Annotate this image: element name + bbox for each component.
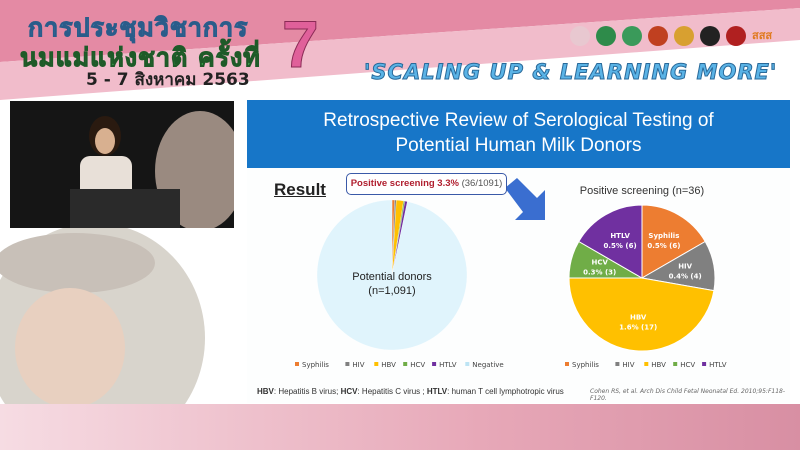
citation: Cohen RS, et al. Arch Dis Child Fetal Ne… — [590, 388, 786, 402]
legend-entry: HIV — [622, 361, 634, 369]
slice-label: HIV — [678, 262, 692, 270]
slice-value-label: 0.5% (6) — [647, 242, 680, 250]
speaker-video — [10, 101, 234, 228]
legend-swatch — [565, 362, 569, 366]
legend-swatch — [465, 362, 470, 366]
legend-entry: HCV — [680, 361, 695, 369]
slice-value-label: 1.6% (17) — [619, 324, 657, 332]
arrow-icon — [505, 178, 545, 220]
legend-entry: HTLV — [439, 361, 457, 369]
pie-slice-htlv — [578, 204, 643, 279]
fn-htlv-desc: : human T cell lymphotropic virus — [447, 387, 564, 396]
callout-count: (36/1091) — [461, 178, 503, 189]
slice-label: HBV — [630, 314, 647, 322]
legend-entry: HBV — [651, 361, 666, 369]
pie-slice-hbv — [568, 277, 715, 352]
conference-date: 5 - 7 สิงหาคม 2563 — [86, 70, 250, 90]
charts: Positive screening (n=36) Syphilis HIV HBV… — [295, 178, 727, 369]
legend-swatch — [702, 362, 707, 366]
right-pie-title: Positive screening (n=36) — [580, 185, 704, 197]
slice-label: HCV — [591, 259, 608, 267]
legend-swatch — [673, 362, 678, 366]
legend-swatch — [644, 362, 649, 366]
legend-entry: Syphilis — [302, 361, 329, 369]
slice-value-label: 0.3% (3) — [583, 269, 616, 277]
legend-swatch — [615, 362, 620, 366]
slice-label: Syphilis — [648, 232, 679, 240]
conference-title-line2: นมแม่แห่งชาติ ครั้งที่ — [20, 43, 261, 73]
slice-value-label: 0.5% (6) — [604, 242, 637, 250]
abbreviation-footnote: HBV: Hepatitis B virus; HCV: Hepatitis C… — [257, 387, 564, 396]
legend-entry: HTLV — [709, 361, 727, 369]
conference-title-line1: การประชุมวิชาการ — [27, 13, 249, 43]
pie-slice-syphilis — [641, 204, 706, 279]
thaihealth-logo: สสส — [752, 29, 773, 42]
fn-hcv: HCV — [340, 387, 358, 396]
fn-hbv: HBV — [257, 387, 274, 396]
legend-entry: HBV — [381, 361, 396, 369]
slice-label: HTLV — [610, 232, 630, 240]
conference-number: 7 — [282, 7, 320, 82]
callout-bold: Positive screening 3.3% — [350, 178, 459, 189]
fn-htlv: HTLV — [426, 387, 448, 396]
legend-swatch — [432, 362, 437, 366]
child-photo-background — [0, 228, 205, 450]
fn-hcv-desc: : Hepatitis C virus ; — [357, 387, 427, 396]
slide-title-line1: Retrospective Review of Serological Test… — [323, 110, 714, 131]
slide-title: Retrospective Review of Serological Test… — [247, 100, 790, 168]
legend-entry: HIV — [352, 361, 364, 369]
legend-entry: HCV — [410, 361, 425, 369]
slice-value-label: 0.4% (4) — [669, 272, 702, 280]
bottom-band — [0, 404, 800, 450]
legend-swatch — [295, 362, 299, 366]
positive-screening-callout: Positive screening 3.3% (36/1091) — [346, 173, 507, 195]
pie-slice-negative — [316, 199, 468, 351]
legend-swatch — [403, 362, 408, 366]
slide-title-line2: Potential Human Milk Donors — [395, 135, 642, 156]
presentation-slide: Retrospective Review of Serological Test… — [247, 100, 790, 403]
legend-swatch — [374, 362, 379, 366]
result-heading: Result — [274, 180, 326, 199]
fn-hbv-desc: : Hepatitis B virus; — [273, 387, 341, 396]
legend-swatch — [345, 362, 350, 366]
sponsor-logos: สสส — [570, 26, 772, 46]
legend-entry: Negative — [472, 361, 503, 369]
left-pie-center-label2: (n=1,091) — [368, 285, 415, 297]
legend-entry: Syphilis — [572, 361, 599, 369]
left-pie-center-label: Potential donors — [352, 271, 432, 283]
slogan: 'SCALING UP & LEARNING MORE' — [363, 60, 778, 85]
